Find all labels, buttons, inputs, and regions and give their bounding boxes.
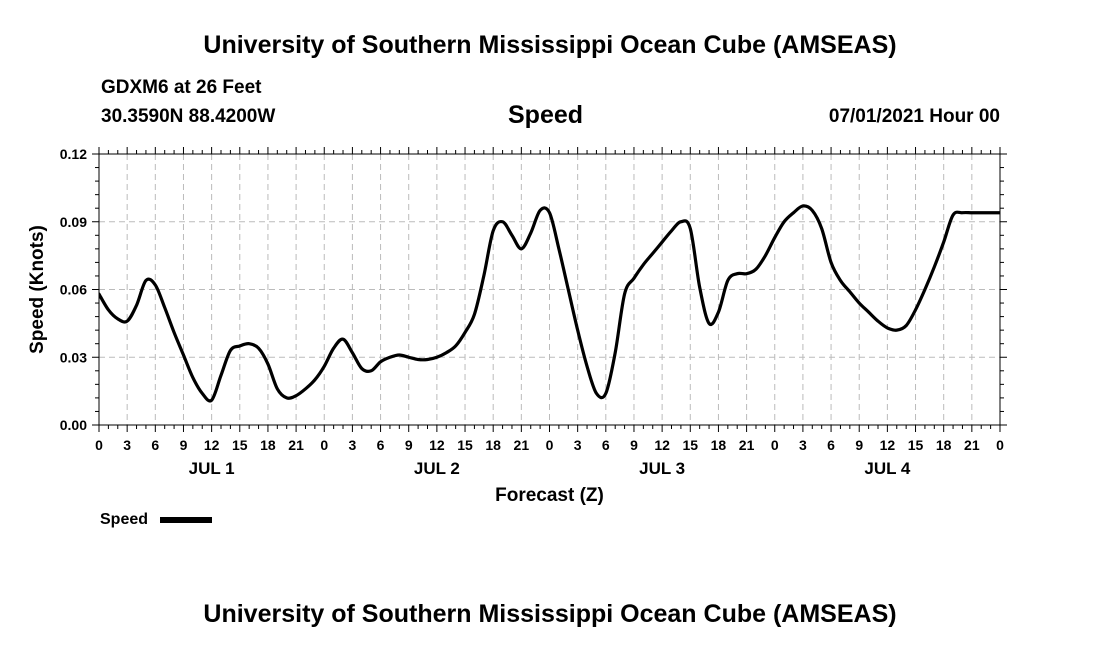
x-tick-label: 6 [827,437,835,453]
x-tick-label: 18 [936,437,952,453]
x-tick-label: 6 [151,437,159,453]
x-tick-label: 9 [180,437,188,453]
x-tick-label: 3 [123,437,131,453]
x-tick-label: 0 [996,437,1004,453]
x-tick-label: 0 [771,437,779,453]
x-tick-label: 21 [964,437,980,453]
day-label: JUL 1 [189,459,235,478]
x-tick-label: 12 [654,437,670,453]
x-tick-label: 21 [739,437,755,453]
x-tick-label: 12 [429,437,445,453]
y-tick-label: 0.06 [60,282,87,298]
x-tick-label: 15 [682,437,698,453]
x-tick-label: 0 [320,437,328,453]
station-label: GDXM6 at 26 Feet [101,77,262,98]
page-title: University of Southern Mississippi Ocean… [203,31,897,59]
x-tick-label: 21 [288,437,304,453]
y-tick-label: 0.03 [60,349,87,365]
x-tick-label: 0 [546,437,554,453]
x-tick-label: 3 [799,437,807,453]
x-axis-label: Forecast (Z) [495,485,604,506]
day-label: JUL 4 [864,459,911,478]
x-tick-label: 9 [855,437,863,453]
x-tick-label: 3 [349,437,357,453]
x-tick-label: 18 [485,437,501,453]
y-tick-label: 0.00 [60,417,87,433]
speed-series-line [99,204,1000,403]
datetime-label: 07/01/2021 Hour 00 [828,106,1000,127]
x-tick-label: 18 [260,437,276,453]
x-tick-label: 15 [908,437,924,453]
x-tick-label: 6 [377,437,385,453]
y-axis-label: Speed (Knots) [27,225,48,354]
coordinates-label: 30.3590N 88.4200W [101,106,276,127]
legend-label: Speed [100,511,148,528]
x-tick-label: 12 [880,437,896,453]
day-label: JUL 2 [414,459,460,478]
y-tick-label: 0.09 [60,214,87,230]
x-tick-label: 18 [711,437,727,453]
x-tick-label: 0 [95,437,103,453]
y-tick-label: 0.12 [60,146,87,162]
x-tick-label: 6 [602,437,610,453]
plot-title: Speed [508,101,584,129]
x-tick-label: 21 [514,437,530,453]
footer-title: University of Southern Mississippi Ocean… [203,600,897,628]
legend-swatch [160,517,212,523]
x-tick-label: 3 [574,437,582,453]
x-tick-label: 9 [630,437,638,453]
day-label: JUL 3 [639,459,685,478]
x-tick-label: 9 [405,437,413,453]
x-tick-label: 12 [204,437,220,453]
x-tick-label: 15 [457,437,473,453]
x-tick-label: 15 [232,437,248,453]
